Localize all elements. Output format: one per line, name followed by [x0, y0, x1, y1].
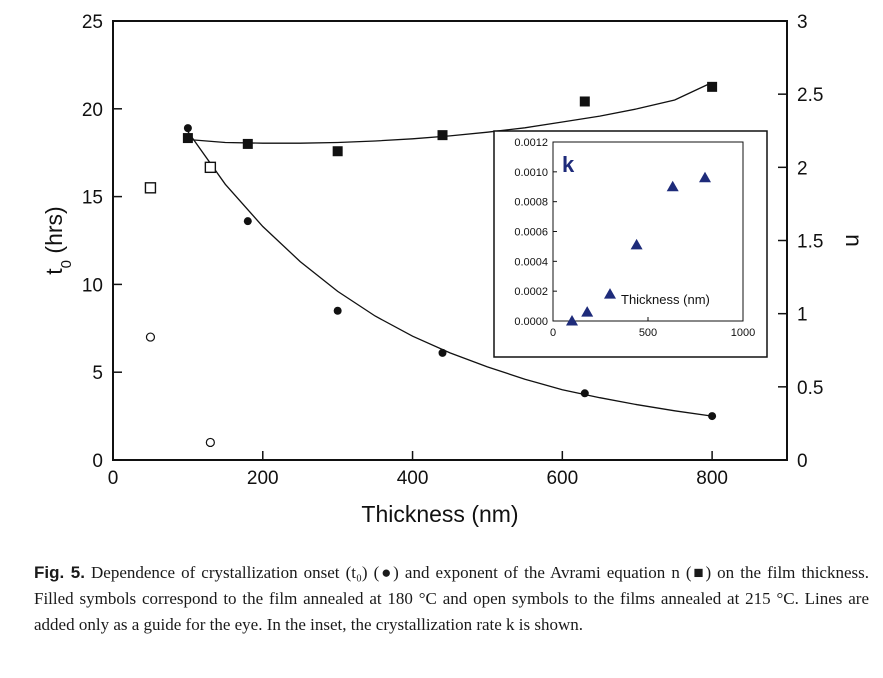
inset-y-tick-label: 0.0004 [514, 256, 548, 268]
data-point-circle-open [205, 437, 215, 448]
data-point-circle-filled [183, 124, 192, 133]
inset-y-tick-label: 0.0000 [514, 316, 548, 328]
data-point-square-filled [332, 146, 343, 157]
caption-text: Dependence of crystallization onset (t₀)… [34, 563, 869, 634]
data-point-square-filled [242, 138, 253, 149]
y2-tick-label: 2 [797, 158, 808, 179]
y-tick-label: 10 [82, 275, 103, 296]
inset-x-axis-title: Thickness (nm) [621, 292, 710, 307]
inset-chart: 0.0000 0.0002 0.0004 0.0006 0.0008 0.0010 0.00… [493, 130, 768, 358]
inset-x-tick-label: 0 [550, 327, 556, 339]
inset-y-tick-label: 0.0012 [514, 137, 548, 149]
x-axis-title: Thickness (nm) [361, 501, 518, 527]
inset-data-point-triangle [666, 180, 679, 192]
data-point-circle-filled [243, 217, 252, 226]
x-tick-label: 600 [546, 468, 578, 489]
data-point-circle-filled [438, 348, 447, 357]
x-tick-label: 400 [397, 468, 429, 489]
y2-tick-label: 1.5 [797, 232, 823, 253]
inset-y-tick-label: 0.0010 [514, 167, 548, 179]
main-chart: 0 200 400 600 800 0 5 10 15 20 25 0 0.5 1 1.5 2 2.5 3 Thic… [41, 12, 867, 527]
inset-data-point-triangle [581, 306, 594, 317]
inset-data-point-triangle [604, 288, 616, 299]
y-tick-label: 5 [92, 363, 103, 384]
guide-line [187, 81, 713, 144]
guide-line [187, 131, 713, 417]
data-point-square-filled [437, 130, 448, 141]
y-axis-title: t0 (hrs) [41, 206, 75, 274]
inset-data-point-triangle [699, 171, 711, 183]
inset-data-point-triangle [566, 315, 578, 326]
y2-tick-label: 3 [797, 12, 808, 33]
figure-number: Fig. 5. [34, 563, 85, 582]
y-tick-label: 0 [92, 451, 103, 472]
inset-y-tick-label: 0.0006 [514, 227, 548, 239]
x-tick-label: 0 [108, 468, 119, 489]
data-point-square-open [204, 161, 217, 174]
inset-k-label: k [562, 152, 575, 177]
chart-figure: 0 200 400 600 800 0 5 10 15 20 25 0 0.5 1 1.5 2 2.5 3 Thic… [41, 12, 867, 527]
inset-frame [493, 130, 768, 358]
y-tick-label: 25 [82, 12, 103, 33]
inset-x-tick-label: 1000 [731, 327, 755, 339]
figure-caption: Fig. 5. Dependence of crystallization on… [34, 560, 869, 638]
y-tick-label: 20 [82, 100, 103, 121]
data-point-circle-open [145, 332, 156, 342]
data-point-square-filled [182, 133, 193, 144]
inset-y-tick-label: 0.0002 [514, 286, 548, 298]
data-point-square-filled [579, 96, 590, 107]
x-tick-label: 800 [696, 468, 728, 489]
data-point-circle-filled [708, 412, 717, 421]
data-point-square-open [144, 182, 157, 194]
data-point-circle-filled [333, 306, 342, 315]
y-tick-label: 15 [82, 188, 103, 209]
x-tick-label: 200 [247, 468, 279, 489]
inset-x-tick-label: 500 [639, 327, 657, 339]
inset-data-point-triangle [630, 238, 643, 250]
y2-tick-label: 1 [797, 305, 808, 326]
y2-tick-label: 2.5 [797, 85, 823, 106]
y2-axis-title: n [841, 234, 867, 247]
inset-y-tick-label: 0.0008 [514, 197, 548, 209]
y2-tick-label: 0.5 [797, 378, 823, 399]
data-point-circle-filled [580, 389, 589, 398]
data-point-square-filled [707, 81, 718, 92]
y2-tick-label: 0 [797, 451, 808, 472]
